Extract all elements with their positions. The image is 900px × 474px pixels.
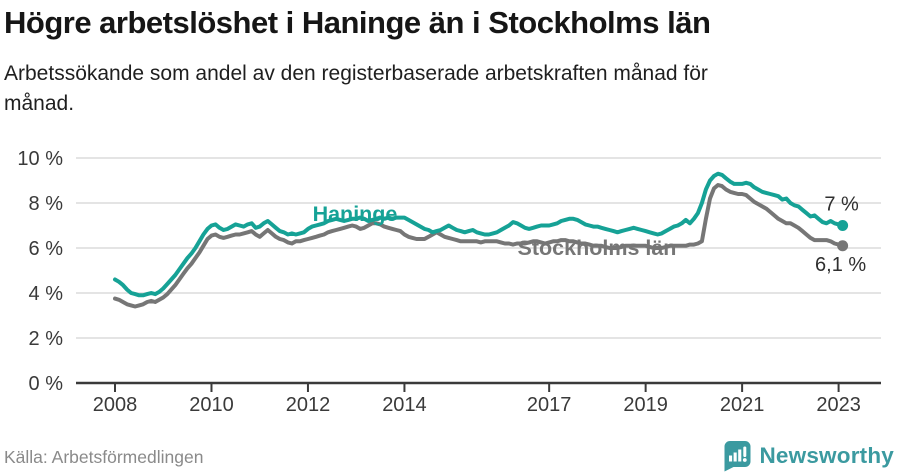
newsworthy-wordmark: Newsworthy: [759, 442, 894, 468]
y-tick-label: 2 %: [29, 328, 64, 350]
newsworthy-brand: Newsworthy: [723, 439, 894, 472]
stockholms-lan-line: [113, 183, 845, 309]
x-tick-label: 2010: [189, 394, 234, 416]
haninge-line: [113, 171, 845, 298]
y-tick-label: 6 %: [29, 238, 64, 260]
x-tick-label: 2019: [623, 394, 668, 416]
stockholms-lan-end-dot: [837, 240, 849, 252]
x-tick-label: 2014: [382, 394, 427, 416]
page-title: Högre arbetslöshet i Haninge än i Stockh…: [4, 5, 711, 40]
stockholms-lan-end-value-label: 6,1 %: [815, 254, 866, 276]
haninge-series-label: Haninge: [313, 202, 398, 226]
newsworthy-logo-icon: [724, 440, 751, 471]
x-tick-label: 2021: [720, 394, 765, 416]
x-tick-label: 2023: [816, 394, 861, 416]
x-tick-label: 2017: [527, 394, 572, 416]
y-tick-label: 10 %: [17, 148, 63, 170]
y-tick-label: 8 %: [29, 193, 64, 215]
x-tick-label: 2008: [93, 394, 138, 416]
subtitle-line-1: Arbetssökande som andel av den registerb…: [4, 62, 708, 85]
haninge-end-value-label: 7 %: [824, 194, 859, 216]
stockholms-lan-series-label: Stockholms län: [518, 236, 677, 260]
source-note: Källa: Arbetsförmedlingen: [4, 447, 204, 467]
haninge-end-dot: [837, 220, 849, 231]
y-tick-label: 0 %: [29, 373, 64, 395]
chart-subtitle: Arbetssökande som andel av den registerb…: [4, 59, 708, 119]
y-tick-label: 4 %: [29, 283, 64, 305]
x-tick-label: 2012: [286, 394, 331, 416]
subtitle-line-2: månad.: [4, 92, 75, 115]
